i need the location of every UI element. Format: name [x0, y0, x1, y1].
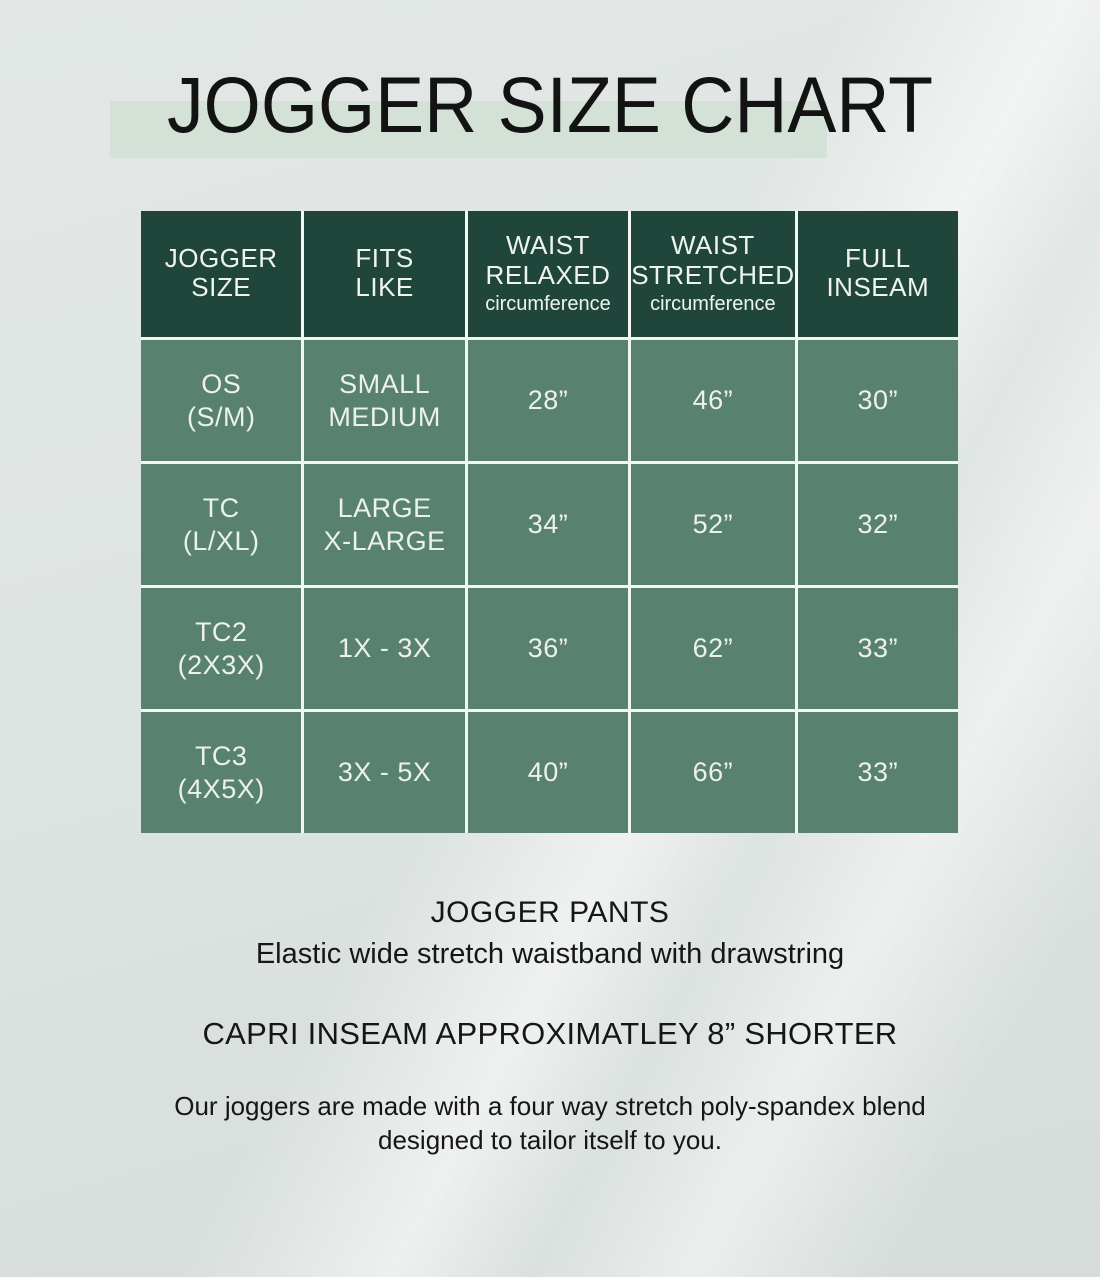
- cell-waist-relaxed: 36”: [467, 588, 629, 709]
- capri-note: CAPRI INSEAM APPROXIMATLEY 8” SHORTER: [202, 1016, 898, 1051]
- cell-full-inseam: 33”: [797, 712, 958, 833]
- product-subtext: Elastic wide stretch waistband with draw…: [255, 938, 845, 970]
- header-subtext: circumference: [485, 292, 611, 315]
- cell-jogger-size: OS (S/M): [141, 340, 302, 461]
- fabric-note: Our joggers are made with a four way str…: [174, 1091, 926, 1156]
- header-subtext: circumference: [650, 292, 776, 315]
- cell-waist-relaxed: 40”: [467, 712, 629, 833]
- cell-jogger-size: TC (L/XL): [141, 464, 302, 585]
- cell-fits-like: LARGE X-LARGE: [304, 464, 465, 585]
- header-label: JOGGER SIZE: [164, 242, 278, 302]
- cell-waist-stretched: 52”: [631, 464, 795, 585]
- product-heading: JOGGER PANTS: [430, 896, 670, 929]
- header-label: WAIST RELAXED: [485, 230, 611, 290]
- header-waist-relaxed: WAIST RELAXED circumference: [467, 211, 629, 337]
- cell-waist-stretched: 62”: [631, 588, 795, 709]
- cell-waist-stretched: 66”: [631, 712, 795, 833]
- cell-jogger-size: TC2 (2X3X): [141, 588, 302, 709]
- title-highlight-bar: [110, 101, 827, 158]
- header-fits-like: FITS LIKE: [304, 211, 465, 337]
- cell-full-inseam: 32”: [797, 464, 958, 585]
- header-waist-stretched: WAIST STRETCHED circumference: [631, 211, 795, 337]
- cell-fits-like: SMALL MEDIUM: [304, 340, 465, 461]
- header-label: FITS LIKE: [355, 242, 414, 302]
- header-label: FULL INSEAM: [826, 242, 930, 302]
- cell-fits-like: 3X - 5X: [304, 712, 465, 833]
- cell-fits-like: 1X - 3X: [304, 588, 465, 709]
- header-label: WAIST STRETCHED: [631, 230, 795, 290]
- cell-jogger-size: TC3 (4X5X): [141, 712, 302, 833]
- cell-full-inseam: 30”: [797, 340, 958, 461]
- page-title: JOGGER SIZE CHART: [166, 60, 934, 149]
- cell-full-inseam: 33”: [797, 588, 958, 709]
- cell-waist-relaxed: 28”: [467, 340, 629, 461]
- cell-waist-relaxed: 34”: [467, 464, 629, 585]
- header-full-inseam: FULL INSEAM: [797, 211, 958, 337]
- size-table: JOGGER SIZE FITS LIKE WAIST RELAXED circ…: [141, 211, 958, 833]
- cell-waist-stretched: 46”: [631, 340, 795, 461]
- header-jogger-size: JOGGER SIZE: [141, 211, 302, 337]
